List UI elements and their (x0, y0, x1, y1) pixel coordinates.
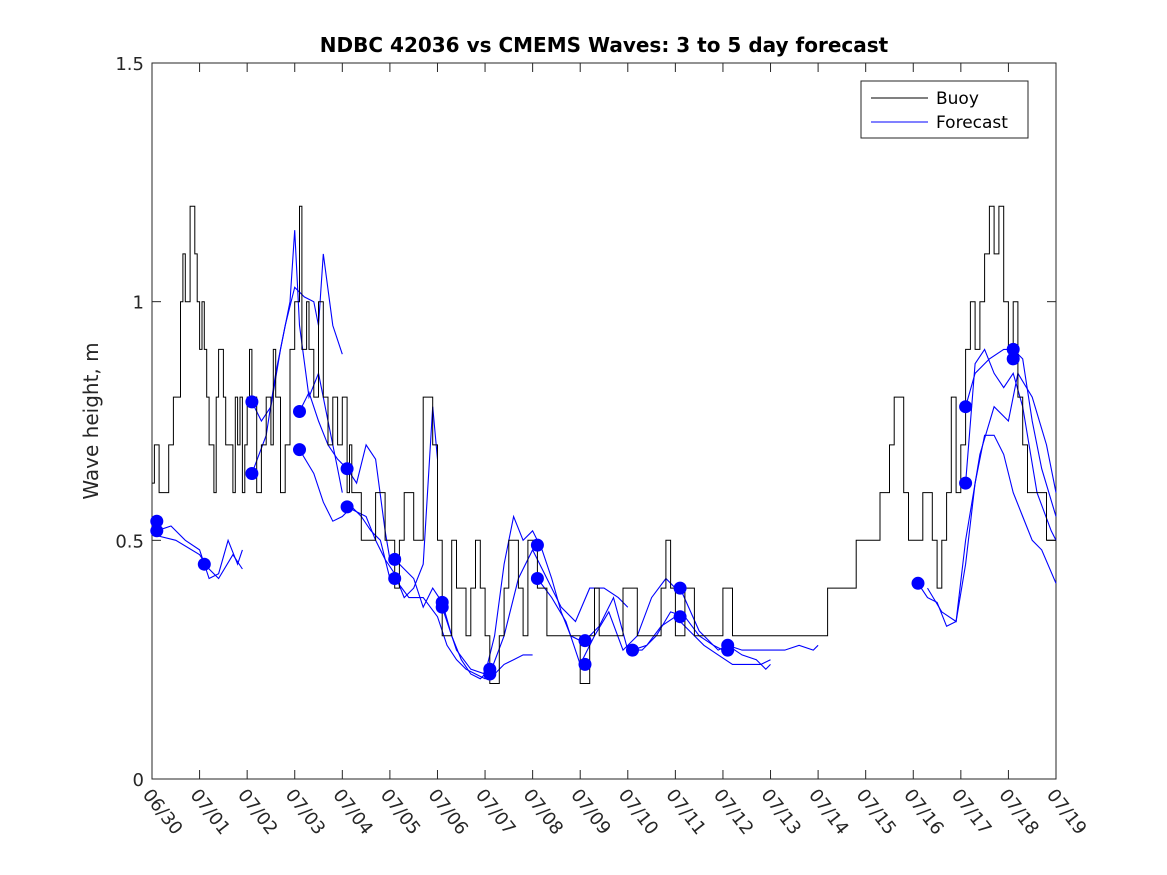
forecast-point (1006, 352, 1020, 366)
y-axis-label: Wave height, m (79, 342, 103, 499)
forecast-line (251, 253, 343, 474)
y-tick-label: 0 (133, 770, 144, 791)
forecast-point (530, 538, 544, 552)
forecast-point (626, 643, 639, 657)
forecast-line (489, 548, 629, 675)
forecast-point (388, 552, 402, 566)
forecast-point (340, 462, 354, 476)
legend-box (860, 80, 1029, 139)
forecast-line (965, 348, 1057, 541)
forecast-point (673, 581, 687, 595)
legend: Buoy Forecast (860, 80, 1029, 139)
y-tick-label: 1.5 (115, 54, 144, 75)
forecast-line (679, 587, 819, 651)
forecast-point (293, 443, 306, 457)
y-tick-label: 1 (133, 293, 144, 314)
forecast-line (927, 371, 1057, 623)
forecast-point (578, 634, 592, 648)
forecast-point (673, 610, 687, 624)
forecast-point (150, 524, 164, 538)
forecast-point (959, 400, 973, 414)
legend-forecast-label: Forecast (936, 113, 1008, 133)
forecast-point (388, 572, 402, 585)
forecast-point (435, 600, 449, 614)
forecast-point (245, 395, 259, 409)
forecast-point (1006, 342, 1020, 356)
legend-buoy-label: Buoy (936, 89, 979, 109)
forecast-point (530, 572, 544, 585)
forecast-line (251, 230, 343, 493)
forecast-point (721, 643, 735, 657)
forecast-line (394, 578, 533, 680)
forecast-point (150, 514, 164, 528)
forecast-point (340, 500, 354, 514)
forecast-line (536, 577, 676, 666)
forecast-point (911, 576, 925, 590)
forecast-point (245, 467, 259, 480)
forecast-point (293, 405, 306, 418)
forecast-point (959, 476, 973, 490)
forecast-line (441, 514, 581, 675)
axes-box (151, 62, 1057, 780)
forecast-point (197, 557, 211, 571)
forecast-line (727, 644, 771, 670)
chart-title: NDBC 42036 vs CMEMS Waves: 3 to 5 day fo… (320, 33, 889, 57)
y-tick-label: 0.5 (115, 531, 144, 552)
forecast-point (483, 667, 497, 681)
buoy-line (152, 205, 1056, 684)
forecast-line (156, 535, 243, 580)
forecast-line (632, 615, 771, 665)
forecast-point (578, 657, 592, 671)
